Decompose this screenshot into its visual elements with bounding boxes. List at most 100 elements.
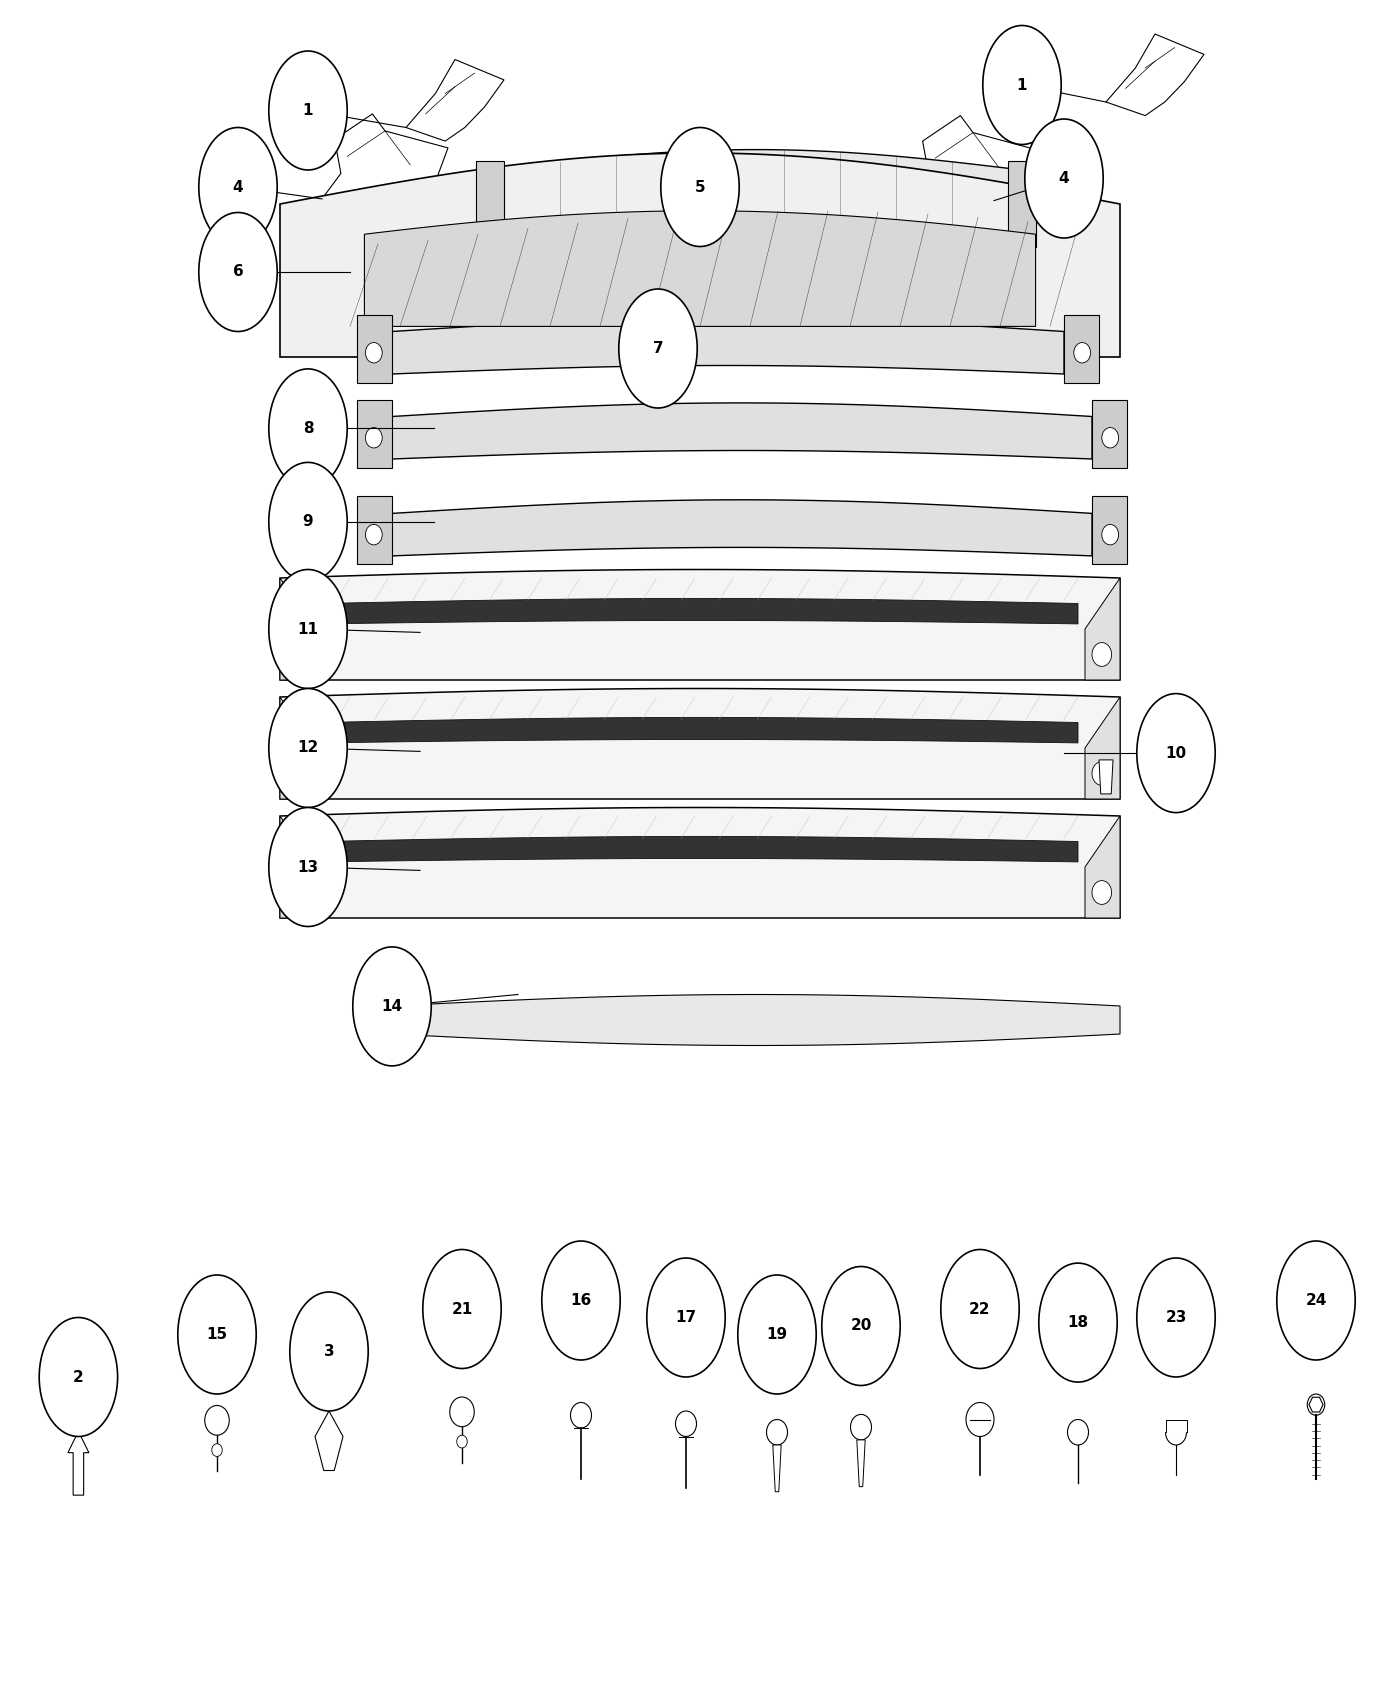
- Ellipse shape: [542, 1241, 620, 1360]
- Polygon shape: [280, 578, 315, 680]
- Circle shape: [571, 1402, 591, 1428]
- Polygon shape: [857, 1440, 865, 1486]
- Bar: [476, 162, 504, 246]
- Polygon shape: [315, 1411, 343, 1470]
- Polygon shape: [773, 1445, 781, 1493]
- Ellipse shape: [941, 1250, 1019, 1368]
- Ellipse shape: [661, 128, 739, 246]
- Text: 8: 8: [302, 422, 314, 435]
- Circle shape: [449, 1397, 475, 1426]
- Polygon shape: [280, 153, 1120, 357]
- Circle shape: [1074, 343, 1091, 364]
- Polygon shape: [1092, 400, 1127, 468]
- Polygon shape: [280, 688, 1120, 799]
- Bar: [1008, 162, 1036, 246]
- Ellipse shape: [290, 1292, 368, 1411]
- Circle shape: [1092, 762, 1112, 785]
- Text: 2: 2: [73, 1370, 84, 1384]
- Polygon shape: [322, 598, 1078, 624]
- Circle shape: [1308, 1394, 1324, 1414]
- Text: 10: 10: [1165, 746, 1187, 760]
- Text: 24: 24: [1305, 1294, 1327, 1307]
- Circle shape: [365, 343, 382, 364]
- Circle shape: [288, 881, 308, 904]
- Text: 1: 1: [1016, 78, 1028, 92]
- Text: 18: 18: [1067, 1316, 1089, 1329]
- Ellipse shape: [39, 1318, 118, 1436]
- Polygon shape: [1085, 578, 1120, 680]
- Ellipse shape: [1277, 1241, 1355, 1360]
- Text: 13: 13: [297, 860, 319, 874]
- Text: 19: 19: [766, 1328, 788, 1341]
- Polygon shape: [364, 211, 1036, 326]
- Text: 15: 15: [206, 1328, 228, 1341]
- Ellipse shape: [178, 1275, 256, 1394]
- Ellipse shape: [983, 26, 1061, 144]
- Polygon shape: [392, 403, 1092, 459]
- Text: 3: 3: [323, 1345, 335, 1358]
- Polygon shape: [280, 808, 1120, 918]
- Circle shape: [1102, 525, 1119, 546]
- Polygon shape: [392, 994, 1120, 1046]
- Polygon shape: [280, 697, 315, 799]
- Text: 5: 5: [694, 180, 706, 194]
- Polygon shape: [490, 150, 1022, 238]
- Polygon shape: [357, 496, 392, 564]
- Ellipse shape: [269, 688, 347, 807]
- Text: 22: 22: [969, 1302, 991, 1316]
- Ellipse shape: [269, 462, 347, 581]
- Circle shape: [365, 428, 382, 449]
- Ellipse shape: [647, 1258, 725, 1377]
- Ellipse shape: [269, 808, 347, 927]
- Text: 17: 17: [675, 1311, 697, 1324]
- Circle shape: [204, 1406, 230, 1435]
- Ellipse shape: [1137, 1258, 1215, 1377]
- Polygon shape: [357, 314, 392, 382]
- Polygon shape: [357, 400, 392, 468]
- Circle shape: [211, 1443, 223, 1457]
- Ellipse shape: [199, 212, 277, 332]
- Polygon shape: [280, 816, 315, 918]
- Ellipse shape: [199, 128, 277, 246]
- Text: 9: 9: [302, 515, 314, 529]
- Text: 23: 23: [1165, 1311, 1187, 1324]
- Text: 7: 7: [652, 342, 664, 355]
- Text: 1: 1: [302, 104, 314, 117]
- Ellipse shape: [353, 947, 431, 1066]
- Circle shape: [851, 1414, 871, 1440]
- Ellipse shape: [1025, 119, 1103, 238]
- Polygon shape: [322, 836, 1078, 862]
- Text: 4: 4: [232, 180, 244, 194]
- Circle shape: [288, 762, 308, 785]
- Circle shape: [456, 1435, 468, 1448]
- Polygon shape: [910, 116, 1036, 214]
- Circle shape: [1102, 428, 1119, 449]
- Ellipse shape: [423, 1250, 501, 1368]
- Circle shape: [1067, 1420, 1089, 1445]
- Ellipse shape: [269, 570, 347, 688]
- Text: 11: 11: [297, 622, 319, 636]
- Polygon shape: [1085, 816, 1120, 918]
- Polygon shape: [1099, 760, 1113, 794]
- Text: 20: 20: [850, 1319, 872, 1333]
- Ellipse shape: [1039, 1263, 1117, 1382]
- Circle shape: [365, 525, 382, 546]
- Polygon shape: [1064, 314, 1099, 382]
- Text: 14: 14: [381, 1000, 403, 1013]
- Polygon shape: [392, 318, 1064, 374]
- Polygon shape: [406, 60, 504, 141]
- Text: 4: 4: [1058, 172, 1070, 185]
- Ellipse shape: [738, 1275, 816, 1394]
- Circle shape: [675, 1411, 697, 1436]
- Text: 6: 6: [232, 265, 244, 279]
- Ellipse shape: [1137, 694, 1215, 813]
- Polygon shape: [67, 1431, 90, 1496]
- Polygon shape: [322, 717, 1078, 743]
- Ellipse shape: [269, 369, 347, 488]
- Text: 12: 12: [297, 741, 319, 755]
- Circle shape: [288, 643, 308, 666]
- Polygon shape: [280, 570, 1120, 680]
- Ellipse shape: [822, 1266, 900, 1386]
- Polygon shape: [1106, 34, 1204, 116]
- Ellipse shape: [619, 289, 697, 408]
